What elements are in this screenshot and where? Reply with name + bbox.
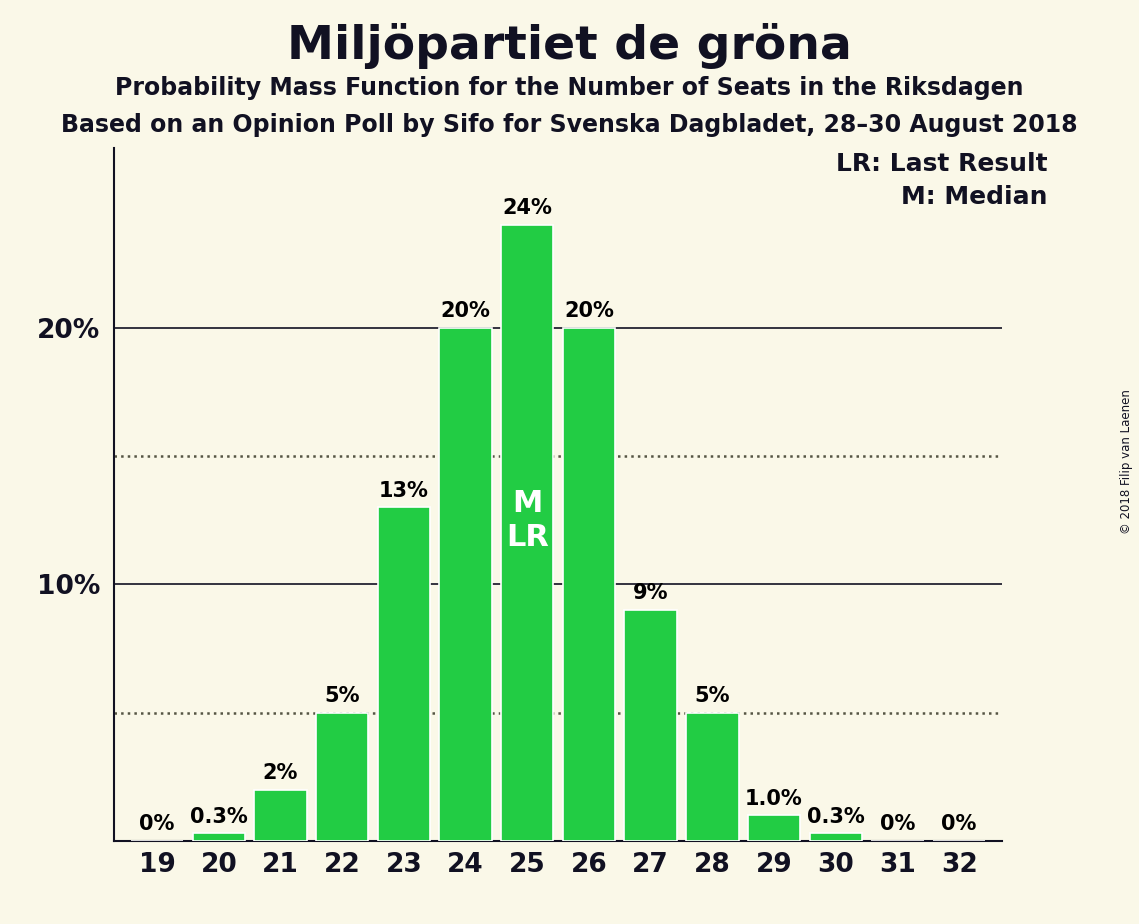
Bar	[686, 712, 738, 841]
Text: M
LR: M LR	[506, 489, 549, 552]
Text: LR: Last Result: LR: Last Result	[836, 152, 1048, 176]
Text: 5%: 5%	[325, 687, 360, 706]
Text: 0.3%: 0.3%	[806, 807, 865, 827]
Bar	[810, 833, 862, 841]
Text: M: Median: M: Median	[901, 185, 1048, 209]
Bar	[440, 327, 492, 841]
Text: © 2018 Filip van Laenen: © 2018 Filip van Laenen	[1121, 390, 1133, 534]
Bar	[378, 507, 431, 841]
Text: Miljöpartiet de gröna: Miljöpartiet de gröna	[287, 23, 852, 69]
Bar	[254, 789, 306, 841]
Text: 2%: 2%	[263, 763, 298, 784]
Bar	[192, 833, 245, 841]
Bar	[501, 225, 554, 841]
Text: 5%: 5%	[695, 687, 730, 706]
Text: 0%: 0%	[139, 814, 174, 834]
Text: 20%: 20%	[441, 301, 491, 322]
Text: Probability Mass Function for the Number of Seats in the Riksdagen: Probability Mass Function for the Number…	[115, 76, 1024, 100]
Text: 1.0%: 1.0%	[745, 789, 803, 808]
Text: 0%: 0%	[879, 814, 915, 834]
Bar	[316, 712, 368, 841]
Bar	[748, 815, 801, 841]
Text: 0%: 0%	[942, 814, 977, 834]
Text: 24%: 24%	[502, 199, 552, 218]
Bar	[563, 327, 615, 841]
Text: Based on an Opinion Poll by Sifo for Svenska Dagbladet, 28–30 August 2018: Based on an Opinion Poll by Sifo for Sve…	[62, 113, 1077, 137]
Text: 20%: 20%	[564, 301, 614, 322]
Bar	[624, 610, 677, 841]
Text: 0.3%: 0.3%	[190, 807, 247, 827]
Text: 9%: 9%	[633, 583, 669, 603]
Text: 13%: 13%	[379, 480, 428, 501]
